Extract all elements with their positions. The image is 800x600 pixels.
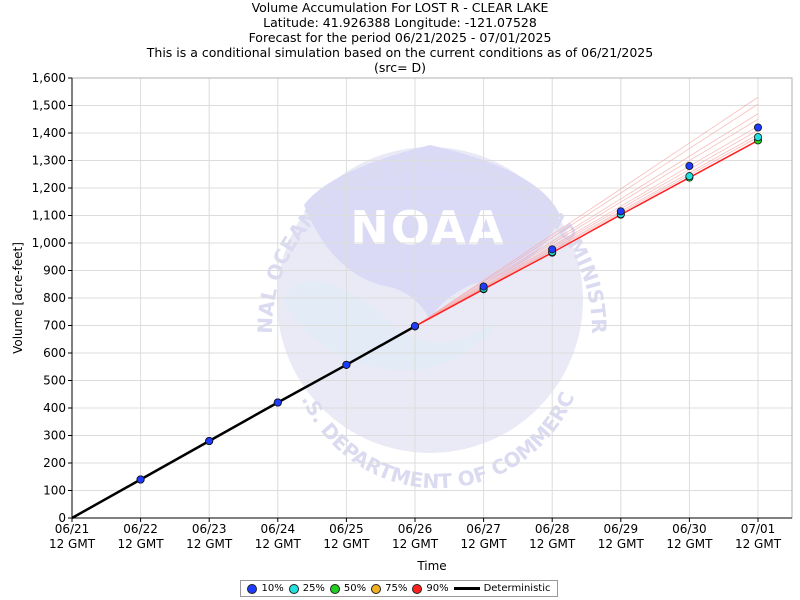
chart-period: Forecast for the period 06/21/2025 - 07/… bbox=[248, 30, 552, 45]
x-tick-label-time: 12 GMT bbox=[49, 537, 96, 551]
chart-location: Latitude: 41.926388 Longitude: -121.0752… bbox=[263, 15, 537, 30]
x-tick-label-time: 12 GMT bbox=[323, 537, 370, 551]
y-tick-label: 500 bbox=[43, 374, 66, 388]
series-point-25 bbox=[754, 133, 763, 142]
x-tick-label-time: 12 GMT bbox=[735, 537, 782, 551]
legend-swatch-50 bbox=[329, 583, 340, 594]
legend-label-deterministic: Deterministic bbox=[483, 583, 551, 594]
series-points bbox=[136, 123, 763, 484]
y-tick-label: 1,300 bbox=[32, 154, 66, 168]
series-point-10 bbox=[136, 475, 145, 484]
series-point-10 bbox=[685, 161, 694, 170]
chart-header: Volume Accumulation For LOST R - CLEAR L… bbox=[0, 0, 800, 75]
y-tick-label: 0 bbox=[58, 511, 66, 525]
x-tick-label-date: 06/26 bbox=[398, 522, 433, 536]
legend-item-75: 75% bbox=[371, 583, 407, 594]
legend-swatch-10 bbox=[247, 583, 258, 594]
y-tick-label: 300 bbox=[43, 429, 66, 443]
y-axis-title: Volume [acre-feet] bbox=[11, 242, 25, 354]
legend-item-90: 90% bbox=[412, 583, 449, 594]
legend-item-10: 10% bbox=[247, 583, 284, 594]
x-tick-label-date: 06/22 bbox=[123, 522, 158, 536]
series-line-deterministic bbox=[71, 325, 416, 520]
x-axis-title: Time bbox=[416, 559, 446, 573]
y-tick-label: 1,000 bbox=[32, 236, 66, 250]
noaa-watermark: NOAA NATIONAL OCEANIC AND ATMOSPHERIC AD… bbox=[0, 0, 611, 493]
x-tick-label-time: 12 GMT bbox=[529, 537, 576, 551]
x-tick-label-date: 06/29 bbox=[604, 522, 639, 536]
series-point-10 bbox=[342, 360, 351, 369]
series-point-10 bbox=[548, 245, 557, 254]
x-tick-label-time: 12 GMT bbox=[118, 537, 165, 551]
x-tick-label-date: 06/24 bbox=[261, 522, 296, 536]
series-point-10 bbox=[273, 398, 282, 407]
legend-swatch-25 bbox=[288, 583, 299, 594]
legend-swatch-90 bbox=[412, 583, 423, 594]
x-tick-label-time: 12 GMT bbox=[598, 537, 645, 551]
axis-labels: 0 100 200 300 400 500 600 700 800 900 1,000 1,100 1,… bbox=[11, 71, 782, 573]
series-point-10 bbox=[410, 322, 419, 331]
y-tick-label: 1,400 bbox=[32, 126, 66, 140]
y-tick-label: 1,100 bbox=[32, 209, 66, 223]
series-point-10 bbox=[616, 207, 625, 216]
noaa-logo-text: NOAA bbox=[350, 201, 506, 255]
x-tick-label-time: 12 GMT bbox=[255, 537, 302, 551]
y-tick-label: 1,200 bbox=[32, 181, 66, 195]
x-tick-label-time: 12 GMT bbox=[186, 537, 233, 551]
x-tick-label-date: 06/30 bbox=[672, 522, 707, 536]
x-tick-label-date: 07/01 bbox=[741, 522, 776, 536]
axes bbox=[68, 77, 793, 522]
series-point-10 bbox=[205, 436, 214, 445]
x-tick-label-time: 12 GMT bbox=[392, 537, 439, 551]
chart-source: (src= D) bbox=[373, 60, 427, 75]
x-tick-label-date: 06/25 bbox=[329, 522, 364, 536]
chart-legend: 10% 25% 50% 75% 90% Deterministic bbox=[240, 580, 558, 597]
legend-swatch-75 bbox=[371, 583, 382, 594]
y-tick-label: 400 bbox=[43, 401, 66, 415]
legend-item-50: 50% bbox=[329, 583, 367, 594]
series-point-25 bbox=[685, 172, 694, 181]
y-tick-label: 700 bbox=[43, 319, 66, 333]
x-tick-label-date: 06/28 bbox=[535, 522, 570, 536]
y-tick-label: 600 bbox=[43, 346, 66, 360]
series-point-10 bbox=[479, 282, 488, 291]
y-tick-label: 100 bbox=[43, 484, 66, 498]
legend-label-75: 75% bbox=[385, 583, 408, 594]
x-tick-label-date: 06/27 bbox=[466, 522, 501, 536]
y-tick-label: 1,600 bbox=[32, 71, 66, 85]
x-tick-label-time: 12 GMT bbox=[461, 537, 508, 551]
y-tick-label: 800 bbox=[43, 291, 66, 305]
y-tick-label: 900 bbox=[43, 264, 66, 278]
y-tick-label: 200 bbox=[43, 456, 66, 470]
x-tick-label-date: 06/21 bbox=[55, 522, 90, 536]
x-tick-label-time: 12 GMT bbox=[666, 537, 713, 551]
chart-condition-note: This is a conditional simulation based o… bbox=[146, 45, 654, 60]
legend-swatch-deterministic bbox=[453, 587, 480, 590]
legend-label-10: 10% bbox=[261, 583, 284, 594]
y-tick-label: 1,500 bbox=[32, 99, 66, 113]
x-tick-label-date: 06/23 bbox=[192, 522, 227, 536]
legend-label-50: 50% bbox=[343, 583, 367, 594]
legend-item-deterministic: Deterministic bbox=[453, 583, 551, 594]
legend-label-90: 90% bbox=[426, 583, 449, 594]
legend-label-25: 25% bbox=[302, 583, 325, 594]
series-point-10 bbox=[754, 123, 763, 132]
legend-item-25: 25% bbox=[288, 583, 325, 594]
chart-title: Volume Accumulation For LOST R - CLEAR L… bbox=[251, 0, 549, 15]
